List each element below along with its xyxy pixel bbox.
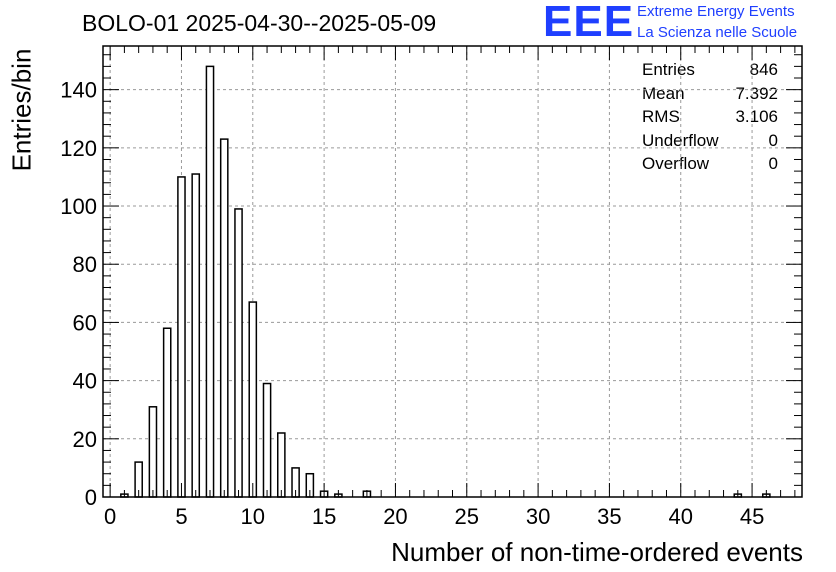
x-tick-label: 40 [669,504,693,529]
stat-row-overflow: Overflow 0 [642,152,778,176]
histogram-bar [248,301,258,498]
y-tick-label: 40 [73,369,97,394]
x-axis-label: Number of non-time-ordered events [391,537,803,567]
histogram-bar [148,406,158,498]
stat-label: Entries [642,60,695,79]
stat-value: 0 [768,154,778,173]
stat-label: Overflow [642,154,710,173]
y-tick-label: 20 [73,427,97,452]
x-tick-label: 35 [597,504,621,529]
eee-logo-mark: EEE [543,0,635,46]
logo-line-1: Extreme Energy Events [637,3,795,20]
stat-value: 3.106 [735,107,778,126]
histogram-bar [177,176,186,498]
stats-box: Entries 846 Mean 7.392 RMS 3.106 Underfl… [642,58,778,176]
y-tick-label: 60 [73,310,97,335]
y-tick-label: 140 [60,78,97,103]
x-tick-label: 30 [526,504,550,529]
stat-row-underflow: Underflow 0 [642,129,778,153]
histogram-bar [262,382,272,498]
x-tick-label: 10 [241,504,265,529]
stat-label: Underflow [642,130,719,150]
y-tick-label: 0 [85,485,97,510]
x-tick-label: 20 [383,504,407,529]
y-tick-label: 80 [73,252,97,277]
tick-labels: 0 5 10 15 20 25 30 35 40 45 0 20 40 60 80 100 120 140 [60,78,764,529]
histogram-bar [234,208,243,498]
histogram-bar [277,432,286,498]
stat-label: RMS [642,107,680,126]
stat-value: 7.392 [735,83,778,103]
histogram-bar [205,65,215,498]
x-tick-label: 5 [175,504,187,529]
axis-ticks [103,46,802,498]
stat-value: 0 [768,130,778,150]
logo-line-2: La Scienza nelle Scuole [637,24,798,41]
x-tick-label: 25 [455,504,479,529]
stat-label: Mean [642,83,685,103]
y-tick-label: 120 [60,136,97,161]
histogram-bar [219,138,229,498]
x-tick-label: 15 [312,504,336,529]
histogram-bar [191,173,201,498]
stat-row-rms: RMS 3.106 [642,105,778,129]
stat-row-entries: Entries 846 [642,58,778,82]
chart-title: BOLO-01 2025-04-30--2025-05-09 [82,10,437,36]
y-tick-label: 100 [60,194,97,219]
histogram-bar [162,327,172,498]
stat-value: 846 [749,60,778,79]
x-tick-label: 45 [740,504,764,529]
stat-row-mean: Mean 7.392 [642,82,778,106]
x-tick-label: 0 [104,504,116,529]
histogram-bars [120,65,771,498]
y-axis-label: Entries/bin [6,48,37,172]
